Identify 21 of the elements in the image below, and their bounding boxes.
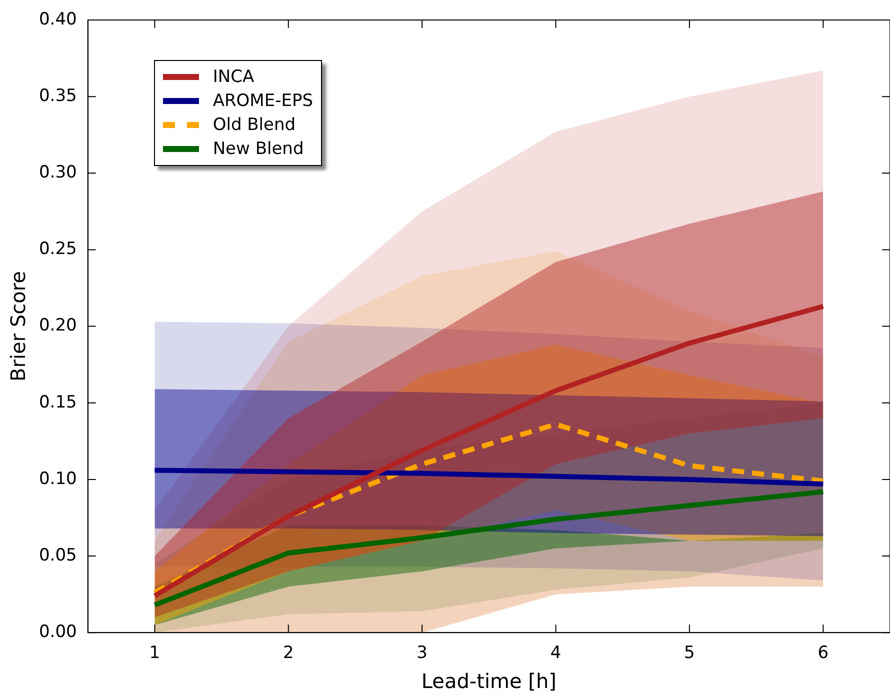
y-tick-label: 0.10 <box>38 468 77 489</box>
y-tick-label: 0.40 <box>38 9 77 30</box>
x-tick-label: 1 <box>149 643 160 664</box>
x-axis-title: Lead-time [h] <box>421 669 556 694</box>
x-tick-label: 5 <box>684 643 695 664</box>
y-tick-label: 0.30 <box>38 162 77 183</box>
x-tick-label: 3 <box>416 643 428 664</box>
y-tick-label: 0.00 <box>38 622 77 642</box>
legend-label: AROME-EPS <box>212 91 313 111</box>
y-axis-title: Brier Score <box>6 271 30 382</box>
x-tick-label: 6 <box>818 643 829 664</box>
y-tick-label: 0.15 <box>38 392 77 412</box>
legend-label: INCA <box>212 67 254 87</box>
y-tick-label: 0.25 <box>38 239 77 260</box>
legend-label: Old Blend <box>212 115 296 135</box>
x-tick-label: 4 <box>550 643 562 664</box>
y-tick-label: 0.35 <box>38 86 77 106</box>
x-tick-label: 2 <box>282 643 294 664</box>
y-tick-label: 0.05 <box>38 545 77 566</box>
y-tick-label: 0.20 <box>38 316 77 336</box>
legend-label: New Blend <box>212 139 304 159</box>
